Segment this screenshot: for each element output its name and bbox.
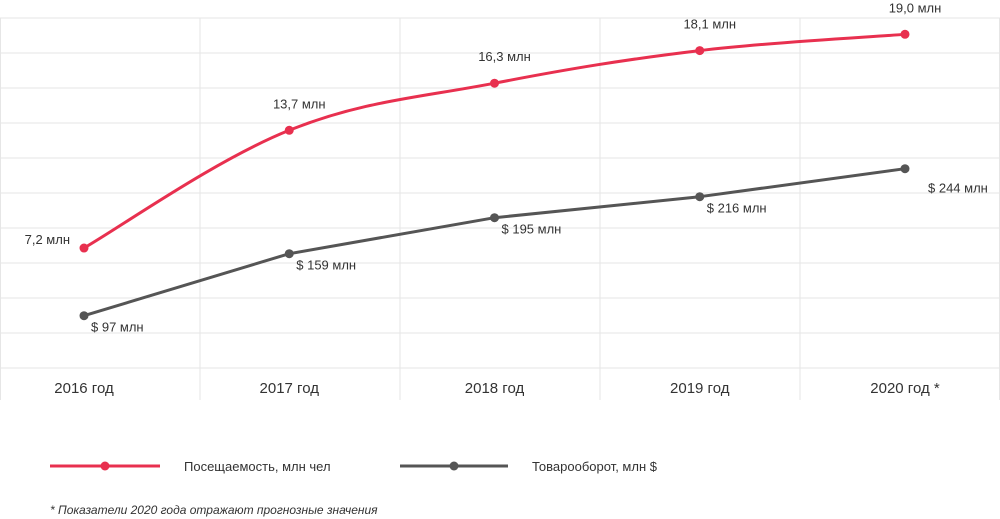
x-tick-label: 2017 год	[260, 380, 320, 397]
data-point-turnover	[79, 311, 89, 321]
data-label-attendance: 16,3 млн	[478, 49, 531, 64]
data-label-attendance: 18,1 млн	[683, 17, 736, 32]
data-point-turnover	[695, 192, 705, 202]
x-axis-ticks: 2016 год 2017 год 2018 год 2019 год 2020 год…	[54, 380, 940, 397]
series-line-turnover	[83, 167, 906, 318]
data-point-attendance	[695, 46, 705, 56]
data-point-turnover	[284, 249, 294, 259]
x-tick-label: 2019 год	[670, 380, 730, 397]
footnote: * Показатели 2020 года отражают прогнозн…	[50, 503, 378, 517]
legend-swatch-turnover	[400, 461, 508, 471]
data-point-attendance	[490, 78, 499, 88]
legend-item-attendance[interactable]: Посещаемость, млн чел	[50, 455, 331, 477]
data-point-attendance	[900, 29, 910, 39]
legend-swatch-attendance	[50, 461, 160, 471]
data-point-turnover	[900, 164, 910, 174]
data-label-attendance: 7,2 млн	[25, 232, 70, 247]
data-label-turnover: $ 97 млн	[91, 320, 144, 335]
data-point-turnover	[490, 213, 499, 223]
legend-label-attendance: Посещаемость, млн чел	[184, 458, 331, 474]
line-chart: 2016 год 2017 год 2018 год 2019 год 2020 год…	[0, 0, 1000, 400]
x-tick-label: 2018 год	[465, 380, 525, 397]
data-label-turnover: $ 216 млн	[707, 201, 767, 216]
x-tick-label: 2016 год	[54, 380, 114, 397]
series-lines	[83, 32, 906, 318]
data-labels: 7,2 млн 13,7 млн 16,3 млн 18,1 млн 19,0 млн $…	[25, 0, 988, 334]
data-point-attendance	[79, 243, 89, 253]
data-label-turnover: $ 159 млн	[296, 258, 356, 273]
legend-label-turnover: Товарооборот, млн $	[532, 458, 657, 474]
chart-grid	[0, 17, 1000, 400]
data-point-attendance	[284, 125, 294, 135]
data-label-turnover: $ 195 млн	[502, 222, 562, 237]
x-tick-label: 2020 год *	[870, 380, 940, 397]
data-label-turnover: $ 244 млн	[928, 181, 988, 196]
legend-item-turnover[interactable]: Товарооборот, млн $	[400, 455, 657, 477]
data-label-attendance: 19,0 млн	[889, 0, 942, 15]
data-label-attendance: 13,7 млн	[273, 96, 326, 111]
data-points	[79, 29, 910, 321]
